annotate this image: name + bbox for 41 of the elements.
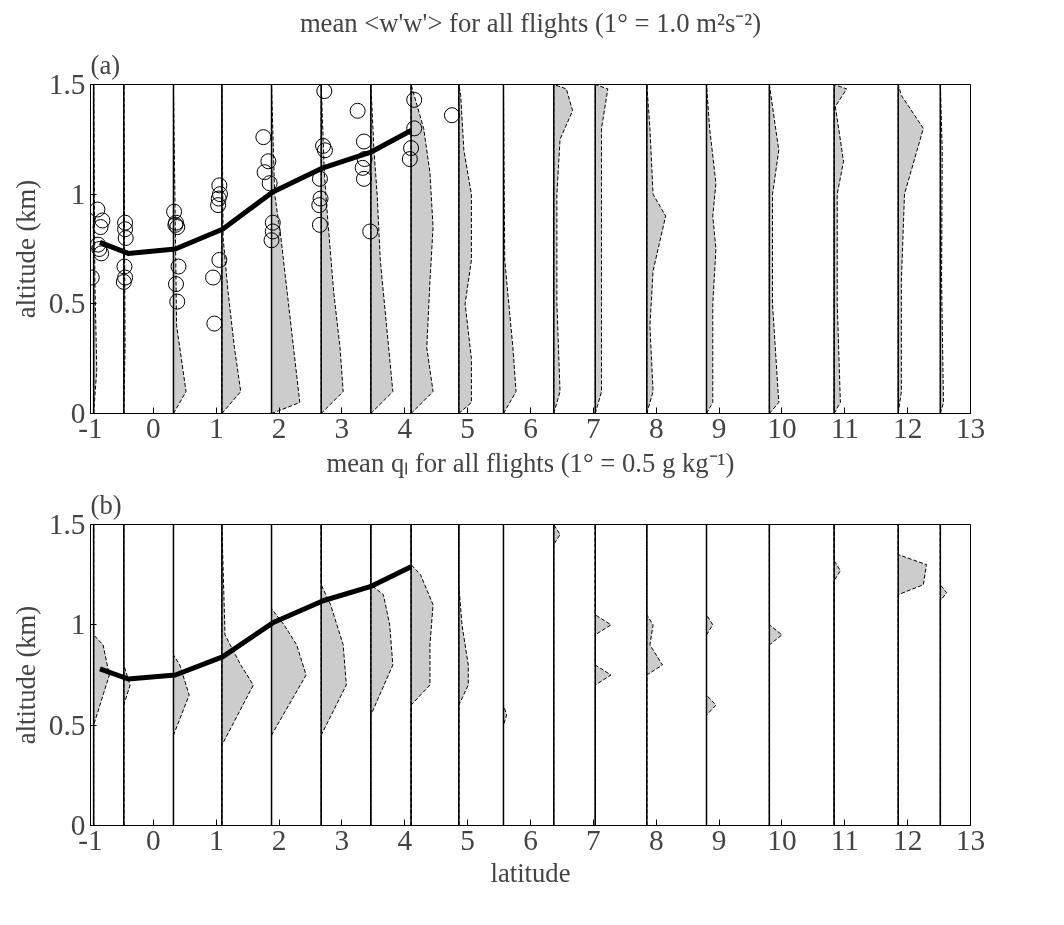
x-tick-label: 12 <box>892 823 923 856</box>
chart-title: mean qₗ for all flights (1° = 0.5 g kg⁻¹) <box>326 447 735 478</box>
x-tick-label: 8 <box>648 411 664 444</box>
x-tick-label: 3 <box>334 823 350 856</box>
y-tick-label: 0.5 <box>48 287 86 320</box>
x-tick-label: 0 <box>146 823 161 856</box>
y-tick-label: 1 <box>70 608 86 641</box>
x-tick-label: 11 <box>830 411 859 444</box>
x-tick-label: 8 <box>648 823 664 856</box>
x-tick-label: 9 <box>711 823 727 856</box>
x-tick-label: 6 <box>523 823 538 856</box>
x-tick-label: 6 <box>523 411 538 444</box>
x-tick-label: 1 <box>208 411 224 444</box>
y-axis-title: altitude (km) <box>10 179 41 319</box>
text: (a) <box>90 49 121 80</box>
x-tick-label: 9 <box>711 411 727 444</box>
x-tick-label: 5 <box>460 823 475 856</box>
text: (b) <box>90 489 122 520</box>
x-tick-label: 4 <box>397 823 413 856</box>
y-tick-label: 0.5 <box>48 708 86 741</box>
x-tick-label: 4 <box>397 411 413 444</box>
x-tick-label: 7 <box>586 823 601 856</box>
x-tick-label: 10 <box>767 411 797 444</box>
y-tick-label: 1.5 <box>48 508 86 540</box>
chart-title: mean <w'w'> for all flights (1° = 1.0 m²s⁻²) <box>299 7 762 38</box>
y-axis-title: altitude (km) <box>10 605 41 745</box>
x-axis-title: latitude <box>490 857 571 888</box>
x-tick-label: 10 <box>767 823 797 856</box>
x-tick-label: 13 <box>955 411 986 444</box>
y-tick-label: 1 <box>70 177 86 210</box>
y-tick-label: 1.5 <box>48 68 86 100</box>
x-tick-label: 5 <box>460 411 475 444</box>
x-tick-label: 0 <box>146 411 161 444</box>
x-tick-label: 7 <box>586 411 601 444</box>
x-tick-label: 1 <box>208 823 224 856</box>
x-tick-label: 11 <box>830 823 859 856</box>
x-tick-label: 12 <box>892 411 923 444</box>
x-tick-label: 13 <box>955 823 986 856</box>
x-tick-label: 2 <box>271 823 287 856</box>
x-tick-label: 2 <box>271 411 287 444</box>
x-tick-label: 3 <box>334 411 350 444</box>
